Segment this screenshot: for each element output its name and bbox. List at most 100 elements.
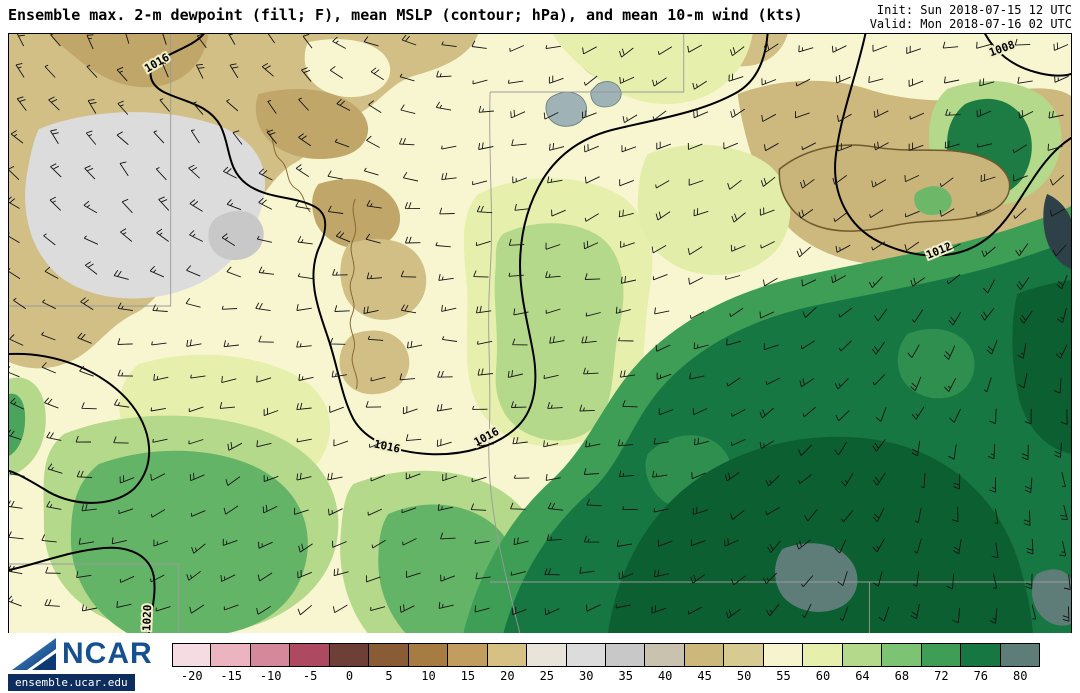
fill-tan-dark-2 [255,89,369,160]
lake-superior-inner-patch [914,186,952,215]
colorbar-cell: 76 [961,643,1001,683]
colorbar-swatch [882,643,922,667]
river-2 [266,128,311,213]
fill-darkgreen-rightstreak [1012,280,1071,454]
colorbar-tick-label: -5 [302,669,318,683]
colorbar-tick-label: 25 [539,669,555,683]
colorbar-cell: 25 [527,643,567,683]
site-url: ensemble.ucar.edu [8,674,135,691]
wind-barbs [9,34,1071,624]
fill-gray-patch [25,112,266,299]
colorbar-cell: 64 [842,643,883,683]
colorbar-tick-label: -15 [220,669,243,683]
colorbar-swatch [1000,643,1040,667]
colorbar-cell: 10 [408,643,449,683]
colorbar-cell: 68 [882,643,922,683]
colorbar-tick-label: 76 [973,669,989,683]
plot-header: Ensemble max. 2-m dewpoint (fill; F), me… [8,0,1072,33]
colorbar-swatch [605,643,646,667]
colorbar-swatch [290,643,330,667]
contour-label-1020: 1020 [140,604,154,631]
contour-1016-main [149,34,769,456]
colorbar-swatch [724,643,764,667]
colorbar-swatch [329,643,370,667]
fill-gray-patch-dark [208,210,264,261]
colorbar-cell: -10 [250,643,291,683]
state-border-2 [9,563,180,634]
colorbar-swatch [527,643,567,667]
colorbar: -20 -15 -10 -5 0 5 10 15 20 25 30 35 40 45 50 55 60 64 68 7… [172,643,1040,683]
colorbar-cell: 80 [1000,643,1040,683]
colorbar-cell: 20 [487,643,528,683]
ncar-logo-text: NCAR [62,637,153,670]
dewpoint-fill-regions [9,34,1071,634]
contour-1012 [834,34,1071,257]
state-border-1 [9,34,172,307]
colorbar-tick-label: 35 [618,669,633,683]
small-lake-2 [590,81,622,108]
colorbar-tick-label: -10 [259,669,282,683]
colorbar-swatch [684,643,725,667]
colorbar-tick-label: 50 [736,669,752,683]
fill-darkgreen-variation-2 [897,328,975,399]
fill-cream-break-2 [422,86,499,145]
colorbar-tick-label: 20 [500,669,515,683]
colorbar-tick-label: 60 [815,669,831,683]
colorbar-swatch [487,643,528,667]
colorbar-cell: 60 [803,643,843,683]
colorbar-tick-label: 0 [345,669,354,683]
fill-lightyellowgreen-top [552,34,753,105]
colorbar-cell: 5 [369,643,409,683]
colorbar-cell: 72 [921,643,962,683]
fill-lightyellowgreen-midright [637,144,791,276]
colorbar-cell: 35 [605,643,646,683]
fill-slate-2 [1031,569,1071,626]
rivers [266,128,358,390]
map-frame: 1016 1016 1016 1012 1008 1020 [8,33,1072,635]
colorbar-swatch [803,643,843,667]
fill-tan-inloop-1 [340,239,427,320]
contour-1016-left [9,352,151,504]
lake-michigan-sliver [1043,194,1071,269]
colorbar-tick-label: 80 [1013,669,1028,683]
colorbar-cell: -20 [172,643,212,683]
colorbar-swatch [921,643,962,667]
init-time: Init: Sun 2018-07-15 12 UTC [876,3,1072,17]
ncar-logo: NCAR [10,636,153,672]
colorbar-cell: 30 [566,643,606,683]
colorbar-swatch [645,643,685,667]
colorbar-swatch [408,643,449,667]
contour-1020 [9,546,156,634]
colorbar-swatch [250,643,291,667]
colorbar-swatch [172,643,212,667]
state-borders [9,34,1071,634]
colorbar-cell: -15 [211,643,251,683]
colorbar-tick-label: 15 [460,669,476,683]
colorbar-tick-label: 55 [776,669,791,683]
colorbar-tick-label: 45 [697,669,712,683]
colorbar-tick-label: 30 [579,669,594,683]
fill-slate-1 [775,543,858,612]
colorbar-tick-label: 40 [657,669,673,683]
small-lake-1 [545,91,587,127]
fill-lightgreen-center [494,223,624,441]
colorbar-cell: -5 [290,643,330,683]
colorbar-cell: 15 [448,643,488,683]
colorbar-tick-label: 68 [894,669,910,683]
plot-title: Ensemble max. 2-m dewpoint (fill; F), me… [8,6,803,24]
colorbar-cell: 0 [329,643,370,683]
fill-darkgreen-core [607,436,1034,634]
colorbar-cell: 50 [724,643,764,683]
colorbar-swatch [961,643,1001,667]
valid-time: Valid: Mon 2018-07-16 02 UTC [869,17,1072,31]
colorbar-cell: 45 [684,643,725,683]
colorbar-tick-label: -20 [180,669,203,683]
fill-tan-dark-1 [48,34,209,88]
state-border-3 [488,91,521,634]
river-1 [349,198,358,390]
colorbar-tick-label: 10 [421,669,436,683]
fill-cream-break-1 [304,39,391,98]
colorbar-cell: 55 [763,643,804,683]
fill-tan-dark-3 [312,179,401,249]
